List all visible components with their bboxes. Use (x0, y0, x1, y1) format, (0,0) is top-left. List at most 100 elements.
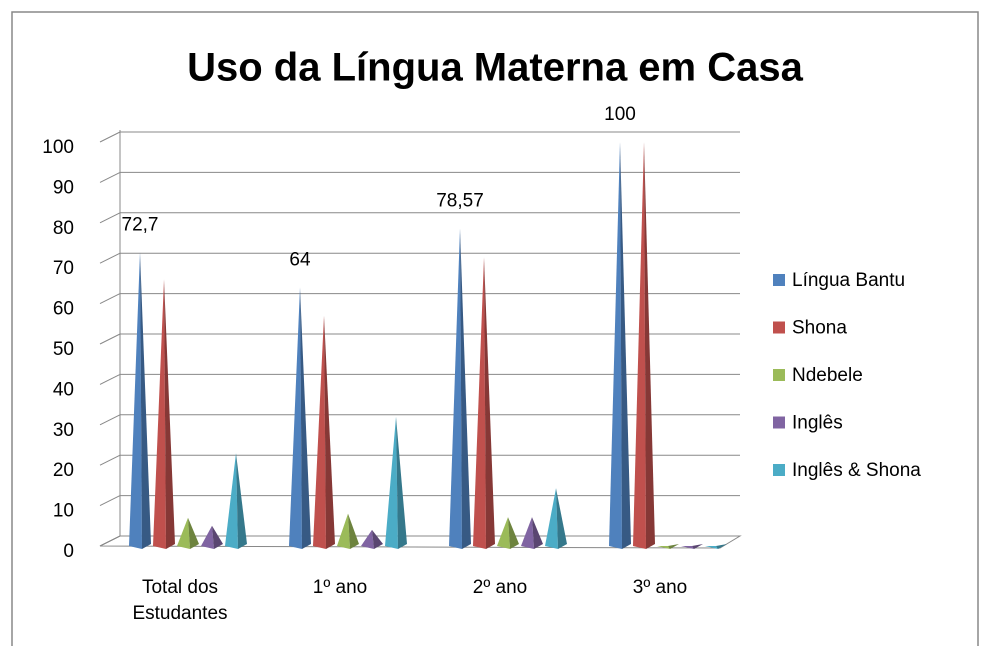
pyramid-right-face (348, 513, 359, 549)
pyramid-left-face (361, 529, 374, 549)
grid-line-side (99, 414, 121, 426)
pyramid-left-face (153, 279, 166, 549)
y-tick-label: 10 (53, 501, 74, 522)
pyramid (681, 544, 703, 549)
pyramid-right-face (372, 529, 383, 549)
legend-swatch (773, 369, 785, 381)
pyramid-left-face (521, 517, 534, 549)
pyramid-left-face (129, 252, 142, 550)
chart-title: Uso da Língua Materna em Casa (187, 46, 803, 90)
data-label: 78,57 (436, 191, 484, 212)
grid-line-side (99, 171, 121, 183)
legend-label: Shona (792, 318, 847, 339)
grid-line-side (99, 293, 121, 305)
pyramid (473, 257, 495, 549)
pyramid-right-face (324, 315, 335, 549)
pyramid-right-face (692, 544, 703, 549)
pyramid (313, 315, 335, 549)
pyramid-right-face (300, 287, 311, 549)
y-tick-label: 50 (53, 339, 74, 360)
pyramid-left-face (289, 287, 302, 549)
pyramid (545, 488, 567, 549)
legend-swatch (773, 464, 785, 476)
pyramid-right-face (644, 142, 655, 549)
x-tick-label: 3º ano (632, 577, 688, 598)
pyramid-left-face (633, 142, 646, 549)
pyramid (337, 513, 359, 549)
y-tick-label: 20 (53, 460, 74, 481)
grid-line-side (99, 252, 121, 264)
pyramid-left-face (545, 488, 558, 549)
pyramid (289, 287, 311, 549)
legend-swatch (773, 274, 785, 286)
legend-label: Inglês & Shona (792, 460, 921, 481)
pyramid (385, 416, 407, 549)
legend-label: Inglês (792, 413, 843, 434)
pyramid (609, 142, 631, 549)
pyramid (497, 517, 519, 549)
pyramid (705, 544, 727, 549)
y-tick-label: 100 (42, 137, 74, 158)
pyramid-right-face (532, 517, 543, 549)
pyramid-left-face (225, 453, 238, 549)
pyramid (449, 228, 471, 549)
pyramid-right-face (508, 517, 519, 549)
x-tick-label: 1º ano (312, 577, 368, 598)
grid-line-side (99, 333, 121, 345)
pyramid-left-face (657, 546, 670, 549)
grid-line-side (99, 131, 121, 143)
pyramid-left-face (497, 517, 510, 549)
y-tick-label: 40 (53, 379, 74, 400)
pyramid-left-face (177, 517, 190, 549)
grid-line-side (99, 212, 121, 224)
pyramid-right-face (620, 142, 631, 549)
x-tick-label: Total dos Estudantes (132, 577, 228, 624)
grid-line-side (99, 454, 121, 466)
pyramid-left-face (313, 315, 326, 549)
data-label: 72,7 (122, 214, 159, 235)
grid-line-side (99, 535, 121, 547)
pyramid (129, 252, 151, 550)
pyramid (633, 142, 655, 549)
x-tick-label: 2º ano (472, 577, 528, 598)
legend-label: Ndebele (792, 365, 863, 386)
pyramid-left-face (449, 228, 462, 549)
data-label: 100 (604, 104, 636, 125)
pyramid-left-face (201, 525, 214, 549)
pyramid-right-face (556, 488, 567, 549)
pyramid-left-face (609, 142, 622, 549)
legend-label: Língua Bantu (792, 270, 905, 291)
pyramid (153, 279, 175, 549)
pyramid-right-face (188, 517, 199, 549)
y-tick-label: 70 (53, 258, 74, 279)
pyramid (177, 517, 199, 549)
legend-swatch (773, 321, 785, 334)
pyramid-right-face (484, 257, 495, 549)
y-tick-label: 0 (63, 541, 74, 562)
pyramid-right-face (164, 279, 175, 549)
pyramid-left-face (385, 416, 398, 549)
pyramid (225, 453, 247, 549)
pyramid-left-face (337, 513, 350, 549)
grid-line-side (99, 373, 121, 385)
pyramid-left-face (473, 257, 486, 549)
pyramid-right-face (716, 544, 727, 549)
y-tick-label: 80 (53, 218, 74, 239)
legend-swatch (773, 416, 785, 429)
pyramid-left-face (681, 546, 694, 549)
y-tick-label: 90 (53, 177, 74, 198)
pyramid-right-face (396, 416, 407, 549)
chart-frame (11, 11, 979, 646)
y-tick-label: 30 (53, 420, 74, 441)
pyramid (657, 544, 679, 549)
pyramid (521, 517, 543, 549)
data-label: 64 (289, 249, 311, 270)
grid-line-side (99, 495, 121, 507)
pyramid-right-face (668, 544, 679, 549)
pyramid-right-face (236, 453, 247, 549)
pyramid-right-face (460, 228, 471, 549)
pyramid (201, 525, 223, 549)
pyramid (361, 529, 383, 549)
